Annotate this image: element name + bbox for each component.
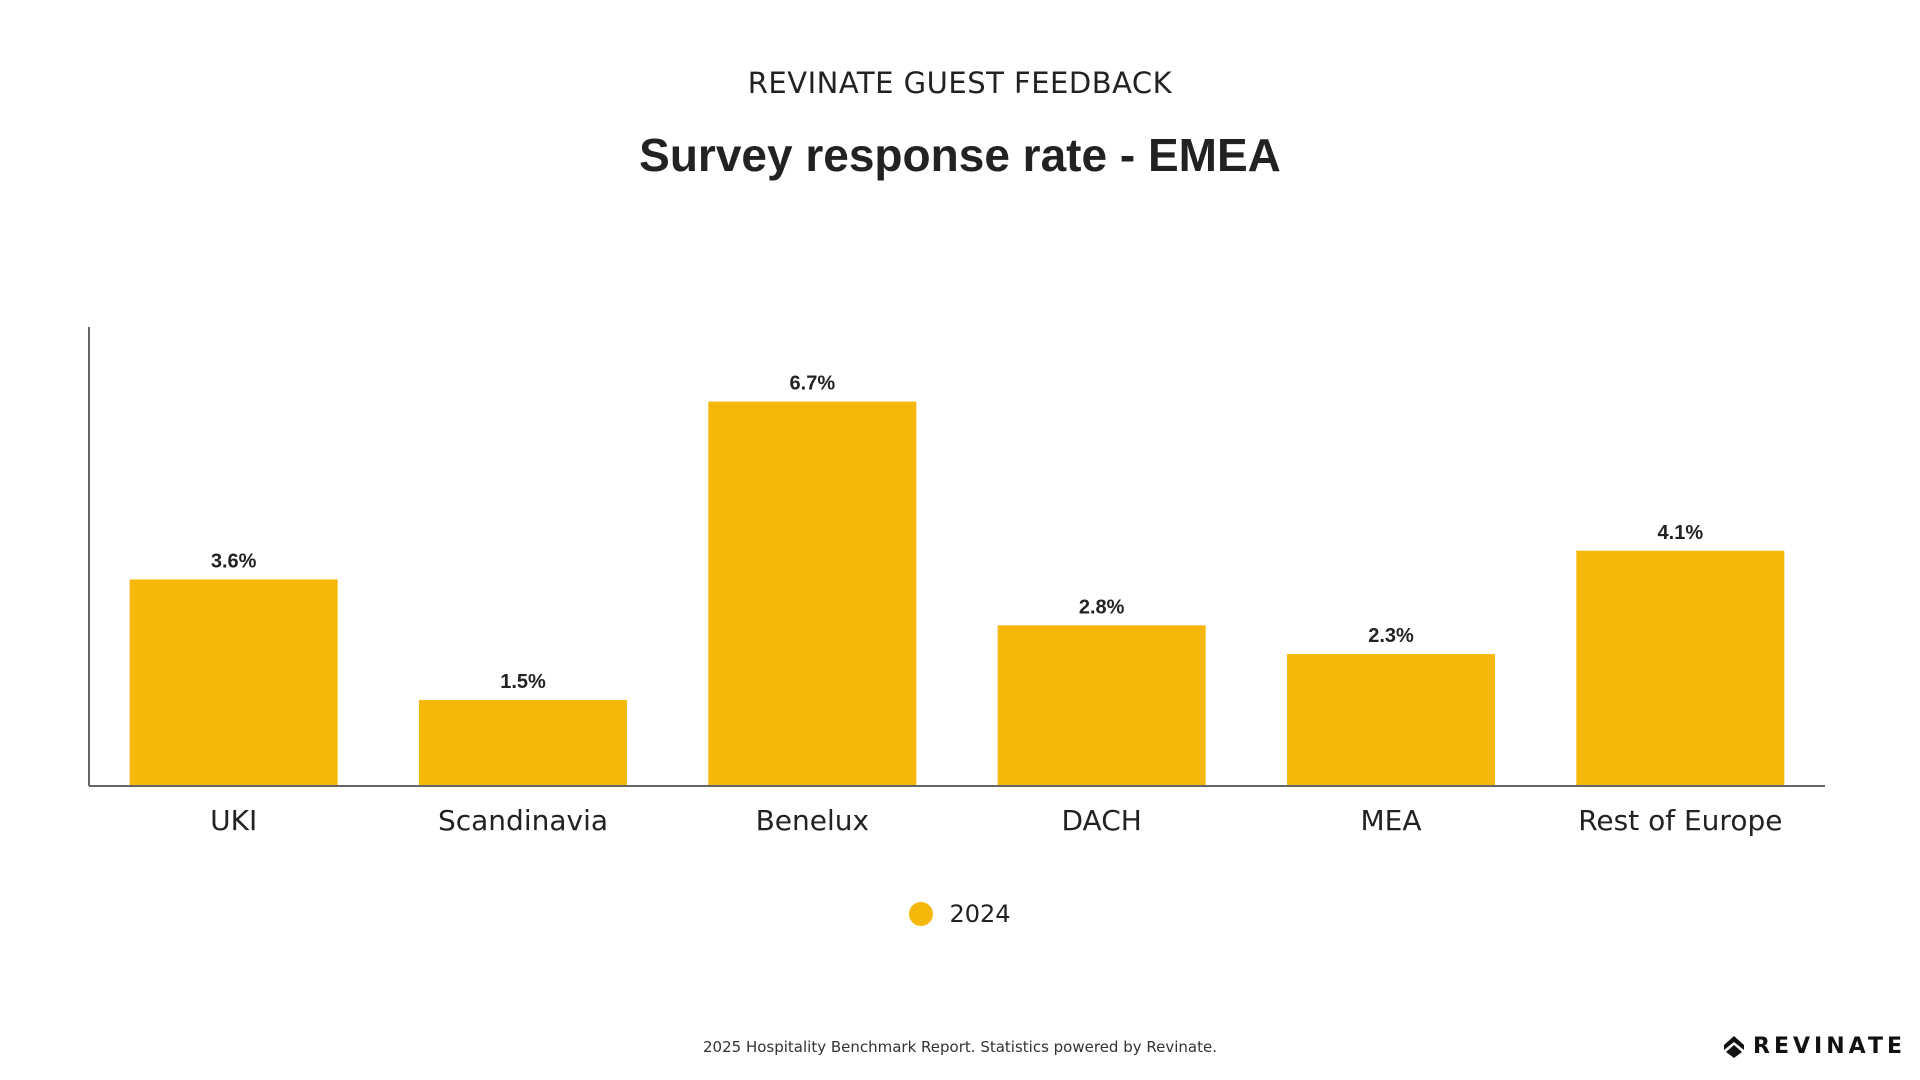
category-label: UKI <box>210 804 257 837</box>
data-label: 4.1% <box>1658 522 1704 544</box>
data-label: 6.7% <box>790 373 836 395</box>
data-label: 2.8% <box>1079 596 1125 618</box>
category-label: Rest of Europe <box>1578 804 1782 837</box>
legend: 2024 <box>0 900 1920 928</box>
data-label: 1.5% <box>500 671 546 693</box>
bar-group <box>129 401 1785 786</box>
bar-uki <box>129 579 338 786</box>
chart-title: Survey response rate - EMEA <box>639 129 1281 181</box>
footer-note: 2025 Hospitality Benchmark Report. Stati… <box>703 1038 1217 1056</box>
revinate-logo-icon <box>1724 1035 1745 1058</box>
bar-dach <box>997 625 1206 786</box>
category-label: MEA <box>1360 804 1421 837</box>
bar-scandinavia <box>419 699 627 786</box>
brand-name: REVINATE <box>1753 1034 1906 1059</box>
bar-rest-of-europe <box>1576 550 1785 786</box>
bar-mea <box>1287 654 1495 786</box>
bar-chart: 3.6% 1.5% 6.7% 2.8% 2.3% 4.1% UKI Scandinavia B… <box>88 327 1825 837</box>
legend-swatch <box>909 902 934 926</box>
data-label: 2.3% <box>1368 625 1414 647</box>
legend-label: 2024 <box>949 900 1011 928</box>
category-label: Benelux <box>756 804 870 837</box>
category-label-group: UKI Scandinavia Benelux DACH MEA Rest of Euro… <box>210 804 1782 837</box>
bar-benelux <box>708 401 917 786</box>
category-label: DACH <box>1061 804 1141 837</box>
category-label: Scandinavia <box>438 804 608 837</box>
brand-logo: REVINATE <box>1723 1034 1906 1059</box>
data-label: 3.6% <box>211 550 257 572</box>
value-label-group: 3.6% 1.5% 6.7% 2.8% 2.3% 4.1% <box>211 373 1703 693</box>
chart-supertitle: REVINATE GUEST FEEDBACK <box>747 66 1173 100</box>
